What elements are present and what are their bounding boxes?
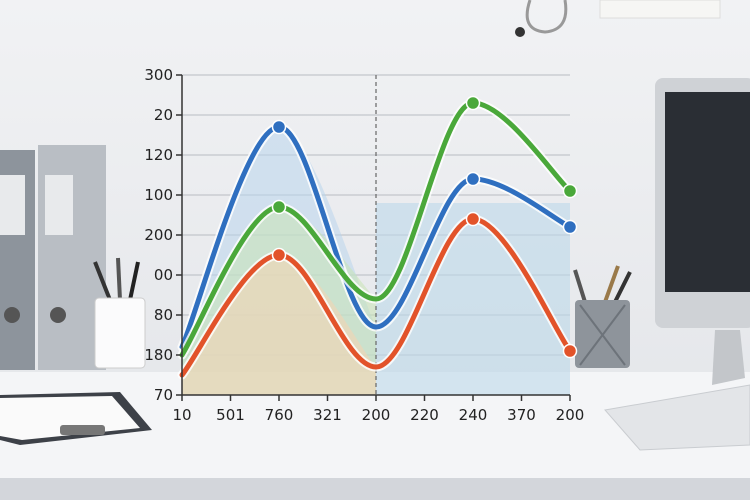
series-area-fill: [182, 255, 376, 395]
x-tick-label: 10: [172, 406, 191, 424]
data-point: [271, 247, 287, 263]
y-tick-label: 300: [144, 66, 173, 84]
y-tick-label: 20: [154, 106, 173, 124]
data-point: [562, 183, 578, 199]
data-point: [465, 211, 481, 227]
y-tick-label: 200: [144, 226, 173, 244]
x-tick-label: 200: [362, 406, 391, 424]
x-tick-label: 240: [459, 406, 488, 424]
clipboard: [0, 392, 152, 445]
y-tick-label: 180: [144, 346, 173, 364]
data-point: [465, 95, 481, 111]
y-tick-label: 70: [154, 386, 173, 404]
data-point: [562, 343, 578, 359]
data-point: [271, 199, 287, 215]
y-tick-label: 00: [154, 266, 173, 284]
monitor: [655, 78, 750, 385]
keyboard: [604, 384, 750, 451]
series-line: [179, 216, 573, 378]
series-line: [179, 100, 573, 358]
y-tick-label: 100: [144, 186, 173, 204]
x-tick-label: 200: [556, 406, 585, 424]
pen-holder: [573, 265, 632, 368]
data-point: [562, 219, 578, 235]
x-tick-label: 760: [265, 406, 294, 424]
x-tick-label: 501: [216, 406, 245, 424]
data-point: [465, 171, 481, 187]
y-tick-label: 80: [154, 306, 173, 324]
x-tick-label: 370: [507, 406, 536, 424]
x-tick-label: 321: [313, 406, 342, 424]
y-tick-label: 120: [144, 146, 173, 164]
data-point: [271, 119, 287, 135]
x-tick-label: 220: [410, 406, 439, 424]
pencil-cup: [93, 257, 146, 369]
